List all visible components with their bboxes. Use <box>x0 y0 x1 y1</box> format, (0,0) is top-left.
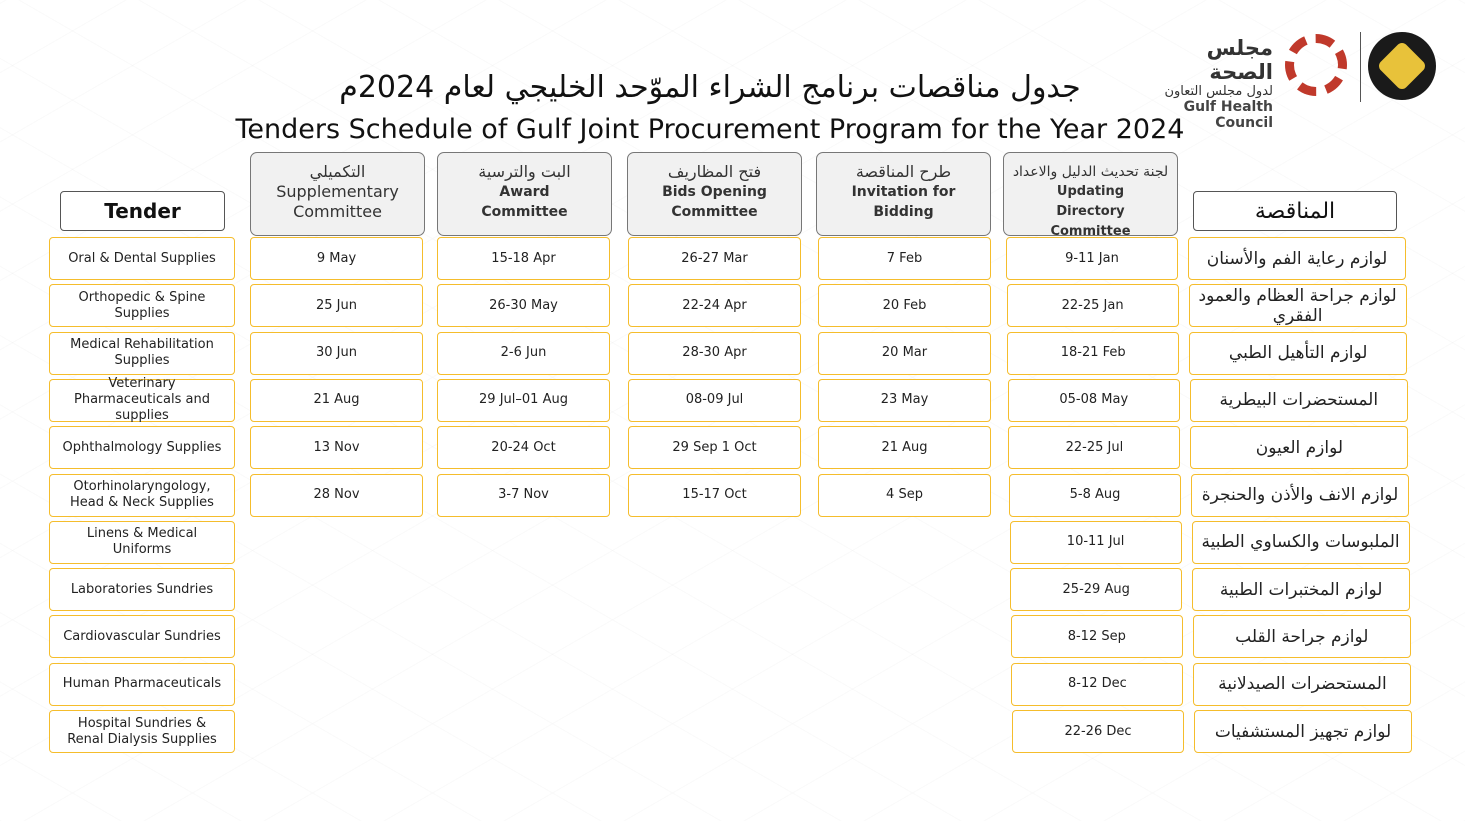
tenders_ar-cell: المستحضرات البيطرية <box>1189 378 1408 422</box>
header-ar: التكميلي <box>309 162 366 181</box>
invitation-cell: 4 Sep <box>818 473 991 517</box>
tenders_ar-cell: لوازم جراحة القلب <box>1192 615 1411 659</box>
tenders_ar-cell: لوازم الانف والأذن والحنجرة <box>1191 473 1409 517</box>
tenders-cell: Oral & Dental Supplies <box>49 237 235 280</box>
logo-divider <box>1360 32 1361 102</box>
tenders-cell: Medical Rehabilitation Supplies <box>49 331 235 375</box>
updating-cell: 05-08 May <box>1007 378 1180 422</box>
header-en: Updating Directory Committee <box>1050 184 1131 239</box>
header-en: Bids Opening Committee <box>662 184 767 220</box>
tenders-cell: Linens & Medical Uniforms <box>49 520 235 564</box>
tenders-cell: Human Pharmaceuticals <box>49 662 235 706</box>
award-cell: 20-24 Oct <box>437 426 610 470</box>
bids-cell: 26-27 Mar <box>628 237 801 280</box>
header-bids-opening: فتح المظاريف Bids Opening Committee <box>627 152 802 236</box>
tenders_ar-cell: لوازم التأهيل الطبي <box>1189 331 1408 375</box>
tenders-cell: Laboratories Sundries <box>49 568 235 612</box>
bids-cell: 29 Sep 1 Oct <box>628 426 801 470</box>
gulf-health-council-logo: مجلس الصحة لدول مجلس التعاون Gulf Health… <box>1140 32 1440 131</box>
updating-cell: 5-8 Aug <box>1009 473 1181 517</box>
award-cell: 26-30 May <box>437 284 610 328</box>
flags-ring-icon <box>1285 34 1347 96</box>
header-tender: Tender <box>60 191 225 231</box>
invitation-cell: 21 Aug <box>818 426 991 470</box>
logo-text-en: Gulf Health Council <box>1183 99 1273 131</box>
tenders-cell: Veterinary Pharmaceuticals and supplies <box>49 376 235 423</box>
header-tender-ar: المناقصة <box>1193 191 1397 231</box>
invitation-cell: 23 May <box>818 378 991 422</box>
updating-cell: 18-21 Feb <box>1007 331 1180 375</box>
updating-cell: 25-29 Aug <box>1010 568 1183 612</box>
logo-text-ar: مجلس الصحة <box>1206 36 1273 84</box>
tenders_ar-cell: لوازم العيون <box>1190 426 1409 470</box>
supplementary-cell: 25 Jun <box>250 284 423 328</box>
supplementary-cell: 21 Aug <box>250 378 423 422</box>
header-award: البت والترسية Award Committee <box>437 152 612 236</box>
supplementary-cell: 28 Nov <box>250 473 423 517</box>
invitation-cell: 7 Feb <box>818 237 991 280</box>
tenders_ar-cell: المستحضرات الصيدلانية <box>1193 662 1412 706</box>
updating-cell: 22-25 Jan <box>1006 284 1179 328</box>
invitation-cell: 20 Mar <box>818 331 991 375</box>
supplementary-cell: 30 Jun <box>250 331 423 375</box>
header-ar: لجنة تحديث الدليل والاعداد <box>1012 164 1169 180</box>
logo-text-ar-sub: لدول مجلس التعاون <box>1164 84 1273 99</box>
header-ar: البت والترسية <box>478 162 571 181</box>
award-cell: 29 Jul–01 Aug <box>437 378 610 422</box>
updating-cell: 22-26 Dec <box>1012 710 1184 753</box>
header-supplementary: التكميلي Supplementary Committee <box>250 152 425 236</box>
tenders-cell: Hospital Sundries & Renal Dialysis Suppl… <box>49 710 235 753</box>
updating-cell: 10-11 Jul <box>1009 520 1182 564</box>
tenders-cell: Cardiovascular Sundries <box>49 615 235 659</box>
award-cell: 15-18 Apr <box>437 237 610 280</box>
header-ar: طرح المناقصة <box>855 162 952 181</box>
tenders_ar-cell: لوازم تجهيز المستشفيات <box>1194 710 1412 753</box>
header-en: Supplementary Committee <box>276 182 399 221</box>
tenders_ar-cell: لوازم المختبرات الطبية <box>1192 568 1411 612</box>
updating-cell: 8-12 Dec <box>1011 662 1184 706</box>
award-cell: 2-6 Jun <box>437 331 610 375</box>
tenders_ar-cell: لوازم جراحة العظام والعمود الفقري <box>1188 284 1407 328</box>
bids-cell: 22-24 Apr <box>628 284 801 328</box>
updating-cell: 8-12 Sep <box>1010 615 1183 659</box>
header-en: Invitation for Bidding <box>851 184 956 220</box>
bids-cell: 15-17 Oct <box>628 473 801 517</box>
supplementary-cell: 13 Nov <box>250 426 423 470</box>
tenders-cell: Ophthalmology Supplies <box>49 426 235 470</box>
bids-cell: 08-09 Jul <box>628 378 801 422</box>
updating-cell: 22-25 Jul <box>1008 426 1181 470</box>
supplementary-cell: 9 May <box>250 237 423 280</box>
header-invitation: طرح المناقصة Invitation for Bidding <box>816 152 991 236</box>
header-en: Award Committee <box>481 184 568 220</box>
invitation-cell: 20 Feb <box>818 284 991 328</box>
bids-cell: 28-30 Apr <box>628 331 801 375</box>
tenders_ar-cell: الملبوسات والكساوي الطبية <box>1191 520 1410 564</box>
header-ar: فتح المظاريف <box>667 162 762 181</box>
title-arabic: جدول مناقصات برنامج الشراء الموّحد الخلي… <box>339 70 1081 105</box>
header-updating: لجنة تحديث الدليل والاعداد Updating Dire… <box>1003 152 1178 239</box>
title-english: Tenders Schedule of Gulf Joint Procureme… <box>235 114 1185 145</box>
tenders-cell: Otorhinolaryngology, Head & Neck Supplie… <box>49 473 235 517</box>
updating-cell: 9-11 Jan <box>1006 237 1178 280</box>
award-cell: 3-7 Nov <box>437 473 610 517</box>
tenders-cell: Orthopedic & Spine Supplies <box>49 284 235 328</box>
tenders_ar-cell: لوازم رعاية الفم والأسنان <box>1188 237 1406 280</box>
gcc-seal-icon <box>1368 32 1436 100</box>
